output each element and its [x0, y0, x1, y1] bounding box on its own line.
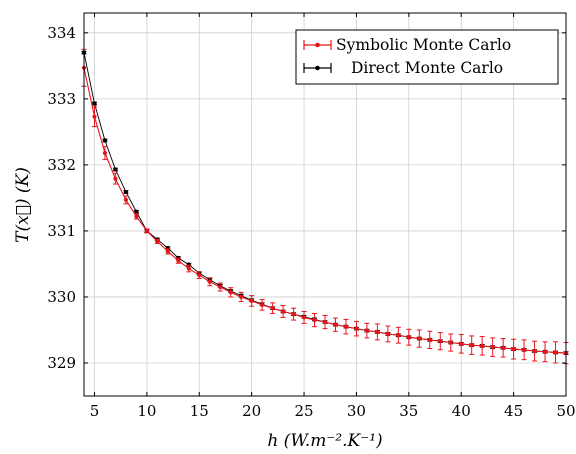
- data-point-symbolic: [542, 349, 548, 354]
- data-point-symbolic: [375, 329, 380, 335]
- data-point-symbolic: [459, 341, 464, 346]
- x-axis-label: h (W.m⁻².K⁻¹): [267, 431, 382, 451]
- data-point-symbolic: [113, 176, 118, 181]
- data-point-symbolic: [239, 294, 244, 300]
- legend-label-symbolic: Symbolic Monte Carlo: [336, 36, 511, 54]
- data-point-symbolic: [396, 333, 401, 338]
- data-point-symbolic: [280, 309, 286, 314]
- data-point-symbolic: [102, 150, 108, 156]
- series-layer: [81, 48, 569, 365]
- legend-box: [295, 29, 559, 85]
- data-point-symbolic: [385, 331, 390, 337]
- data-point-symbolic: [144, 228, 149, 234]
- x-tick-label: 30: [347, 402, 366, 420]
- x-tick-label: 50: [556, 402, 575, 420]
- y-tick-label: 329: [47, 354, 76, 372]
- data-point-symbolic: [249, 298, 254, 304]
- legend-marker-symbolic: [315, 42, 320, 48]
- data-point-symbolic: [207, 279, 212, 284]
- tick-labels: 5 10 15 20 25 30 35 40 45 50 329 330 331 332 333 334: [47, 24, 575, 420]
- data-point-symbolic: [501, 345, 506, 350]
- data-point-symbolic: [186, 266, 191, 271]
- x-tick-label: 15: [190, 402, 209, 420]
- data-point-symbolic: [406, 335, 411, 340]
- data-point-symbolic: [333, 322, 338, 327]
- data-point-direct: [113, 167, 118, 172]
- x-tick-label: 25: [294, 402, 313, 420]
- data-point-symbolic: [270, 306, 275, 311]
- data-point-symbolic: [165, 249, 170, 254]
- data-point-direct: [92, 101, 97, 106]
- legend-entry-symbolic: Symbolic Monte Carlo: [303, 36, 511, 54]
- x-tick-label: 40: [452, 402, 471, 420]
- data-point-symbolic: [343, 324, 349, 329]
- x-tick-label: 5: [90, 402, 100, 420]
- data-point-symbolic: [218, 284, 223, 290]
- data-point-symbolic: [417, 336, 422, 341]
- data-point-symbolic: [155, 239, 160, 244]
- series-line-symbolic: [83, 67, 567, 354]
- data-point-symbolic: [553, 350, 558, 355]
- data-point-symbolic: [469, 343, 474, 348]
- data-point-symbolic: [92, 114, 97, 119]
- data-point-symbolic: [291, 312, 296, 317]
- data-point-symbolic: [197, 273, 202, 278]
- legend-entry-direct: Direct Monte Carlo: [303, 59, 503, 77]
- data-point-symbolic: [301, 315, 307, 320]
- y-tick-label: 333: [47, 90, 76, 108]
- data-point-symbolic: [123, 197, 129, 202]
- data-point-direct: [102, 138, 108, 143]
- data-point-symbolic: [228, 290, 233, 295]
- data-point-symbolic: [490, 345, 495, 350]
- data-point-symbolic: [312, 317, 317, 323]
- x-tick-label: 35: [399, 402, 418, 420]
- data-point-symbolic: [364, 328, 370, 333]
- data-point-symbolic: [322, 319, 328, 325]
- y-tick-label: 332: [47, 156, 76, 174]
- data-point-symbolic: [532, 348, 537, 354]
- plot-frame: [83, 12, 567, 397]
- legend-marker-direct: [315, 65, 320, 71]
- series-line-direct: [83, 52, 567, 354]
- data-point-symbolic: [260, 302, 265, 307]
- x-tick-label: 10: [137, 402, 156, 420]
- y-tick-label: 334: [47, 24, 76, 42]
- ticks: [84, 13, 567, 396]
- data-point-symbolic: [448, 340, 453, 345]
- data-point-symbolic: [511, 347, 516, 352]
- data-point-direct: [123, 189, 129, 195]
- data-point-symbolic: [480, 343, 485, 348]
- legend: Symbolic Monte Carlo Direct Monte Carlo: [295, 29, 559, 85]
- x-tick-label: 45: [504, 402, 523, 420]
- y-tick-label: 331: [47, 222, 76, 240]
- data-point-direct: [134, 209, 139, 214]
- data-point-symbolic: [521, 347, 527, 352]
- y-axis-label: T(x⃗) (K): [13, 167, 33, 243]
- data-point-symbolic: [134, 214, 139, 219]
- legend-label-direct: Direct Monte Carlo: [351, 59, 503, 77]
- data-point-symbolic: [438, 339, 443, 344]
- y-tick-label: 330: [47, 288, 76, 306]
- x-tick-label: 20: [242, 402, 261, 420]
- data-point-symbolic: [176, 258, 181, 263]
- data-point-symbolic: [427, 337, 432, 342]
- data-point-symbolic: [354, 326, 359, 331]
